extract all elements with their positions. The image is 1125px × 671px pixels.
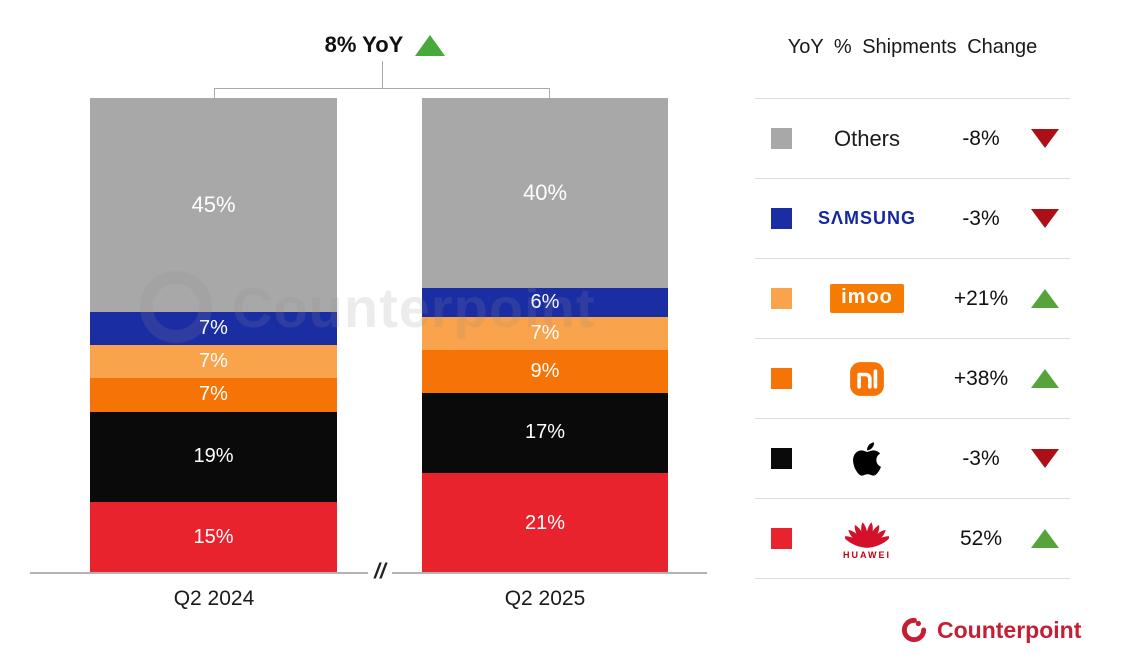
legend-logo-cell: HUAWEI	[792, 518, 942, 560]
counterpoint-logo: Counterpoint	[900, 616, 1081, 644]
segment-value-label: 9%	[530, 359, 560, 382]
bar-segment-samsung: 6%	[422, 288, 668, 317]
legend-color-swatch	[771, 368, 792, 389]
legend-row-others: Others -8%	[755, 99, 1070, 179]
legend-color-swatch	[771, 528, 792, 549]
legend-direction-cell	[1020, 529, 1070, 548]
legend-direction-cell	[1020, 209, 1070, 228]
legend-direction-cell	[1020, 449, 1070, 468]
down-triangle-icon	[1031, 449, 1059, 468]
counterpoint-wordmark: Counterpoint	[937, 616, 1082, 643]
segment-value-label: 7%	[199, 316, 228, 339]
legend-logo-cell: SΛMSUNG	[792, 208, 942, 229]
legend-header: YoY % Shipments Change	[787, 36, 1038, 58]
counterpoint-swirl-icon	[901, 617, 927, 643]
segment-value-label: 7%	[199, 383, 228, 406]
x-axis-line-right	[392, 572, 707, 574]
legend-rows: Others -8% SΛMSUNG -3% imoo +21% +38% -3% HUAWEI…	[755, 98, 1070, 579]
up-triangle-icon	[1031, 369, 1059, 388]
up-triangle-icon	[1031, 289, 1059, 308]
legend-change-value: -8%	[962, 126, 1000, 150]
bar-segment-xiaomi: 9%	[422, 349, 668, 393]
legend-change-value: +38%	[953, 366, 1009, 390]
apple-logo	[853, 441, 881, 476]
others-label: Others	[833, 125, 901, 151]
up-triangle-icon	[1031, 529, 1059, 548]
bar-segment-others: 45%	[90, 98, 337, 312]
legend-color-swatch	[771, 128, 792, 149]
bar-segment-huawei: 21%	[422, 473, 668, 573]
bracket-line	[214, 88, 550, 98]
segment-value-label: 45%	[191, 191, 236, 217]
segment-value-label: 6%	[530, 290, 560, 313]
up-triangle-icon	[415, 34, 446, 56]
legend-color-swatch	[771, 208, 792, 229]
down-triangle-icon	[1031, 209, 1059, 228]
axis-break-symbol: //	[374, 560, 386, 583]
legend-logo-cell	[792, 361, 942, 397]
bracket-stem-line	[382, 61, 383, 88]
bar-segment-xiaomi: 7%	[90, 378, 337, 412]
legend-change-value: +21%	[953, 286, 1009, 310]
bar-segment-imoo: 7%	[422, 316, 668, 350]
axis-label-q2-2024: Q2 2024	[173, 587, 255, 610]
legend-change-value: -3%	[962, 206, 1000, 230]
segment-value-label: 17%	[524, 421, 566, 444]
yoy-annotation: 8% YoY	[270, 32, 500, 58]
legend-logo-cell: Others	[792, 126, 942, 152]
legend-row-apple: -3%	[755, 419, 1070, 499]
legend-row-samsung: SΛMSUNG -3%	[755, 179, 1070, 259]
segment-value-label: 19%	[193, 445, 234, 468]
bar-segment-apple: 17%	[422, 392, 668, 474]
down-triangle-icon	[1031, 129, 1059, 148]
stacked-bar-q2-2024: 45% 7% 7% 7% 19% 15%	[90, 98, 337, 573]
legend-direction-cell	[1020, 289, 1070, 308]
legend-change-value: 52%	[959, 526, 1003, 550]
bar-segment-huawei: 15%	[90, 501, 337, 573]
legend-direction-cell	[1020, 369, 1070, 388]
yoy-annotation-text: 8% YoY	[324, 32, 404, 57]
segment-value-label: 7%	[530, 321, 560, 344]
segment-value-label: 40%	[522, 180, 568, 205]
legend-direction-cell	[1020, 129, 1070, 148]
x-axis-line-left	[30, 572, 368, 574]
stacked-bar-q2-2025: 40% 6% 7% 9% 17% 21%	[422, 98, 668, 573]
bar-segment-others: 40%	[422, 98, 668, 288]
legend-logo-cell	[792, 440, 942, 478]
huawei-wordmark: HUAWEI	[843, 549, 891, 560]
legend-row-imoo: imoo +21%	[755, 259, 1070, 339]
segment-value-label: 7%	[199, 350, 228, 373]
axis-label-q2-2025: Q2 2025	[504, 587, 586, 610]
legend-row-xiaomi: +38%	[755, 339, 1070, 419]
legend-color-swatch	[771, 288, 792, 309]
bar-segment-imoo: 7%	[90, 345, 337, 379]
huawei-flower-icon	[845, 521, 889, 548]
bar-segment-apple: 19%	[90, 411, 337, 502]
legend-change-value: -3%	[962, 446, 1000, 470]
samsung-logo: SΛMSUNG	[817, 208, 916, 228]
huawei-logo: HUAWEI	[843, 518, 891, 560]
segment-value-label: 21%	[524, 511, 566, 534]
legend-color-swatch	[771, 448, 792, 469]
xiaomi-mi-logo	[850, 361, 884, 396]
legend-logo-cell: imoo	[792, 284, 942, 313]
segment-value-label: 15%	[193, 525, 234, 548]
legend-row-huawei: HUAWEI 52%	[755, 499, 1070, 579]
imoo-logo: imoo	[830, 284, 904, 313]
bar-segment-samsung: 7%	[90, 311, 337, 345]
